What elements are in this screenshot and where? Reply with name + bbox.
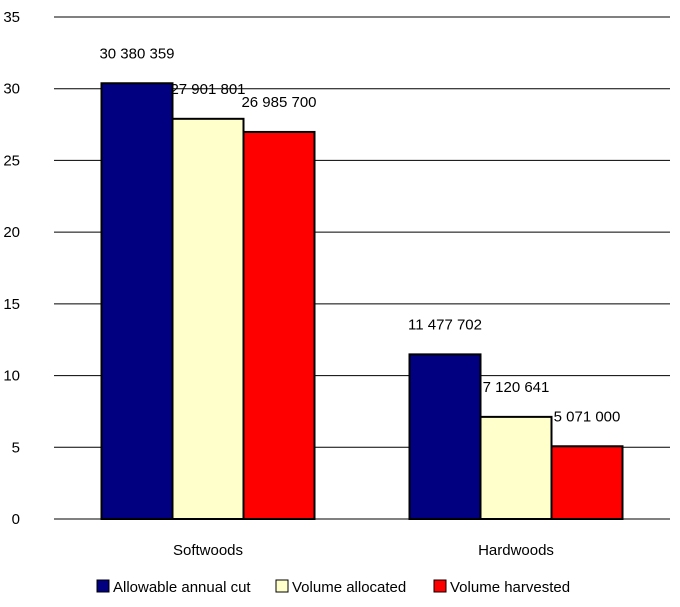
data-label: 30 380 359 bbox=[99, 45, 174, 62]
x-category-label: Hardwoods bbox=[478, 542, 554, 559]
legend: Allowable annual cut Volume allocated Volu… bbox=[96, 579, 570, 596]
y-tick-label: 10 bbox=[3, 368, 20, 385]
legend-swatch bbox=[275, 579, 289, 593]
legend-label: Volume harvested bbox=[450, 579, 570, 596]
bar-hardwoods-2 bbox=[550, 445, 624, 520]
x-category-label: Softwoods bbox=[173, 542, 243, 559]
y-tick-label: 30 bbox=[3, 81, 20, 98]
y-tick-label: 0 bbox=[12, 511, 20, 528]
data-label: 5 071 000 bbox=[554, 408, 621, 425]
data-label: 7 120 641 bbox=[483, 379, 550, 396]
y-axis-ticks: 0 5 10 15 20 25 30 35 bbox=[3, 9, 20, 528]
y-tick-label: 20 bbox=[3, 224, 20, 241]
bar-softwoods-0 bbox=[100, 82, 174, 520]
bar-hardwoods-0 bbox=[408, 353, 482, 520]
x-axis-categories: Softwoods Hardwoods bbox=[173, 542, 554, 559]
legend-label: Volume allocated bbox=[292, 579, 406, 596]
y-tick-label: 35 bbox=[3, 9, 20, 26]
legend-swatch bbox=[96, 579, 110, 593]
data-label: 26 985 700 bbox=[241, 94, 316, 111]
legend-label: Allowable annual cut bbox=[113, 579, 251, 596]
data-label: 11 477 702 bbox=[408, 316, 482, 333]
bars bbox=[100, 82, 624, 521]
bar-softwoods-1 bbox=[171, 117, 245, 521]
y-tick-label: 25 bbox=[3, 152, 20, 169]
y-tick-label: 5 bbox=[12, 439, 20, 456]
data-label: 27 901 801 bbox=[170, 81, 245, 98]
legend-swatch bbox=[433, 579, 447, 593]
bar-softwoods-2 bbox=[242, 130, 316, 520]
bar-hardwoods-1 bbox=[479, 415, 553, 520]
y-tick-label: 15 bbox=[3, 296, 20, 313]
